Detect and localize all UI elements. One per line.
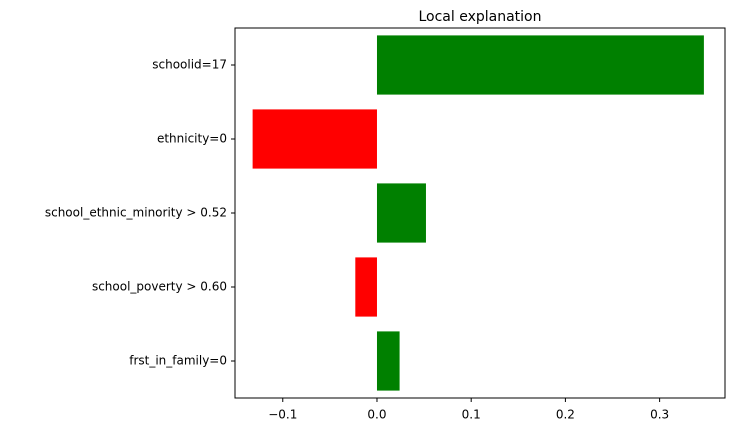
x-tick-label: 0.3	[650, 408, 669, 422]
x-tick-label: 0.2	[556, 408, 575, 422]
bar	[376, 35, 704, 95]
x-tick-label: 0.0	[367, 408, 386, 422]
chart-title: Local explanation	[418, 9, 541, 25]
bar	[376, 331, 400, 391]
y-tick-label: frst_in_family=0	[129, 354, 227, 368]
y-tick-label: schoolid=17	[152, 58, 227, 72]
bar	[252, 109, 377, 169]
y-tick-label: school_poverty > 0.60	[92, 280, 227, 294]
x-tick-label: 0.1	[462, 408, 481, 422]
bar	[355, 257, 377, 317]
bar	[376, 183, 426, 243]
x-tick-label: −0.1	[268, 408, 297, 422]
y-tick-label: ethnicity=0	[157, 132, 227, 146]
y-tick-label: school_ethnic_minority > 0.52	[45, 206, 227, 220]
